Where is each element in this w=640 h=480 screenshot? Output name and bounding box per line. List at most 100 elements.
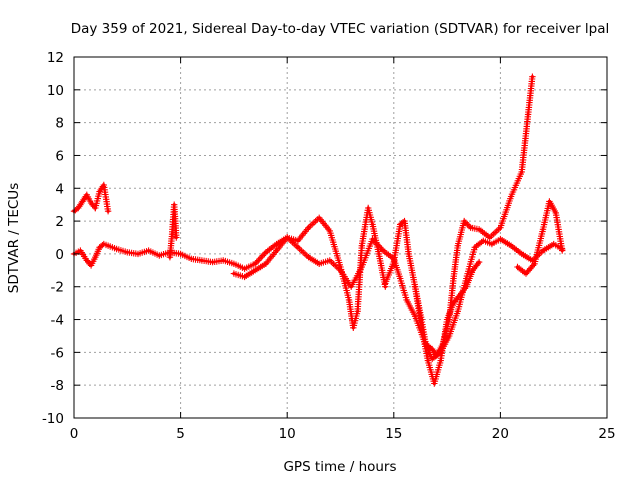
- data-point: [296, 245, 300, 249]
- y-tick-label: -8: [51, 378, 64, 394]
- data-point: [402, 219, 407, 223]
- data-point: [328, 258, 332, 263]
- data-point: [338, 265, 343, 269]
- data-point: [441, 342, 445, 346]
- chart-title: Day 359 of 2021, Sidereal Day-to-day VTE…: [71, 21, 610, 37]
- series-trace-c: [92, 181, 112, 215]
- data-point: [360, 244, 364, 248]
- series-trace-e: [230, 204, 389, 331]
- data-point: [456, 309, 460, 313]
- data-point: [426, 359, 430, 363]
- x-tick-label: 15: [385, 426, 402, 442]
- data-point: [89, 201, 93, 205]
- series-trace-b: [70, 191, 99, 215]
- data-point: [85, 193, 89, 197]
- data-point: [451, 276, 456, 281]
- x-axis-label: GPS time / hours: [283, 459, 396, 475]
- data-point: [296, 239, 300, 243]
- data-point: [76, 206, 80, 210]
- data-point: [560, 249, 564, 253]
- data-point: [157, 253, 161, 258]
- data-point: [370, 222, 375, 226]
- data-point: [473, 245, 477, 249]
- data-point: [174, 235, 178, 240]
- data-point: [253, 268, 257, 272]
- y-tick-label: 10: [47, 83, 64, 99]
- data-point: [172, 203, 176, 207]
- data-point: [509, 194, 513, 199]
- data-point: [430, 357, 434, 361]
- series-markers: [230, 204, 389, 331]
- series-line: [414, 75, 534, 357]
- data-point: [89, 263, 93, 267]
- y-axis-label: SDTVAR / TECUs: [6, 183, 22, 293]
- data-point: [520, 252, 524, 256]
- data-point: [106, 209, 110, 213]
- y-tick-label: 12: [47, 50, 64, 66]
- series-trace-d: [166, 201, 180, 261]
- data-point: [432, 381, 436, 386]
- data-point: [398, 222, 402, 226]
- data-point: [102, 242, 106, 246]
- data-point: [78, 249, 82, 253]
- x-tick-label: 0: [70, 426, 79, 442]
- data-point: [430, 347, 434, 351]
- data-point: [377, 252, 381, 256]
- y-tick-label: 8: [55, 116, 64, 132]
- data-point: [524, 272, 528, 276]
- data-point: [125, 250, 129, 254]
- x-tick-label: 25: [598, 426, 615, 442]
- data-point: [285, 235, 289, 240]
- data-point: [515, 265, 520, 269]
- data-point: [98, 245, 102, 249]
- data-point: [264, 250, 268, 254]
- data-point: [434, 354, 438, 358]
- data-point: [274, 249, 279, 253]
- series-trace-h: [514, 198, 566, 277]
- data-point: [547, 199, 552, 203]
- series-trace-g: [411, 73, 536, 359]
- data-point: [392, 260, 396, 264]
- data-point: [398, 276, 402, 281]
- data-point: [498, 237, 502, 241]
- data-point: [106, 244, 110, 248]
- data-point: [383, 281, 387, 285]
- data-point: [458, 293, 462, 297]
- data-point: [306, 226, 311, 230]
- axis-ticks: 0 5 10 15 20 25 -10 -8 -6 -4 -2 0 2 4 6 8 10 12: [42, 50, 616, 442]
- data-point: [405, 298, 409, 302]
- data-point: [509, 244, 513, 248]
- data-point: [179, 252, 183, 256]
- y-tick-label: 6: [55, 148, 64, 164]
- data-point: [439, 359, 443, 363]
- data-point: [413, 314, 417, 318]
- series-markers: [411, 73, 536, 359]
- data-point: [168, 255, 172, 259]
- data-point: [232, 272, 236, 276]
- y-tick-label: -6: [51, 345, 64, 361]
- y-tick-label: 2: [55, 214, 64, 230]
- data-point: [447, 334, 451, 338]
- data-point: [383, 285, 387, 289]
- data-point: [147, 249, 151, 253]
- series-line: [72, 236, 564, 360]
- data-point: [464, 285, 468, 289]
- data-point: [211, 260, 215, 264]
- data-point: [349, 285, 353, 289]
- data-point: [469, 226, 473, 230]
- data-point: [317, 216, 321, 220]
- y-tick-label: 4: [55, 181, 64, 197]
- data-point: [532, 262, 537, 266]
- data-point: [93, 255, 97, 259]
- data-point: [554, 211, 558, 215]
- data-point: [274, 242, 279, 246]
- data-point: [424, 342, 428, 346]
- data-point: [520, 170, 524, 174]
- data-point: [481, 239, 485, 243]
- data-point: [351, 326, 355, 330]
- data-point: [243, 275, 247, 279]
- data-point: [526, 112, 530, 116]
- data-point: [347, 298, 351, 302]
- data-point: [447, 317, 451, 322]
